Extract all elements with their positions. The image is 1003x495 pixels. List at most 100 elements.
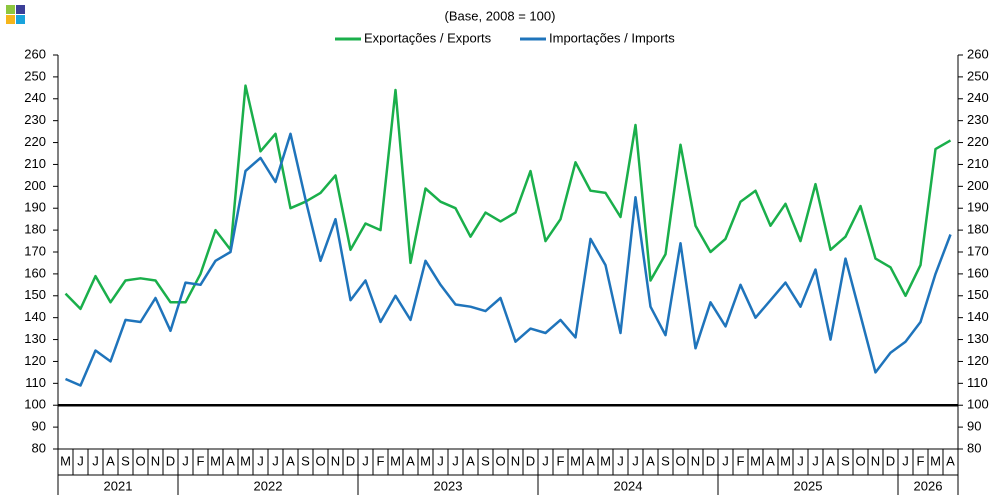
x-tick-label: J <box>617 453 624 468</box>
x-tick-label: M <box>930 453 941 468</box>
series-line <box>65 132 952 387</box>
x-tick-label: F <box>377 453 385 468</box>
x-tick-label: A <box>646 453 655 468</box>
x-tick-label: A <box>406 453 415 468</box>
y-tick-label: 260 <box>24 46 46 61</box>
x-tick-label: D <box>166 453 175 468</box>
x-tick-label: F <box>197 453 205 468</box>
x-tick-label: M <box>390 453 401 468</box>
x-tick-label: J <box>632 453 639 468</box>
x-tick-label: J <box>182 453 189 468</box>
y2-tick-label: 130 <box>967 331 989 346</box>
x-tick-label: M <box>210 453 221 468</box>
x-tick-label: S <box>481 453 490 468</box>
x-tick-label: J <box>452 453 459 468</box>
series-line <box>64 84 952 311</box>
y-tick-label: 200 <box>24 178 46 193</box>
x-tick-label: S <box>661 453 670 468</box>
x-tick-label: M <box>60 453 71 468</box>
x-tick-label: D <box>526 453 535 468</box>
legend-label: Importações / Imports <box>549 30 675 45</box>
x-tick-label: N <box>691 453 700 468</box>
x-tick-label: D <box>346 453 355 468</box>
y2-tick-label: 250 <box>967 68 989 83</box>
y2-tick-label: 230 <box>967 112 989 127</box>
x-tick-label: A <box>106 453 115 468</box>
x-tick-label: A <box>766 453 775 468</box>
year-label: 2024 <box>614 478 643 493</box>
x-tick-label: O <box>135 453 145 468</box>
x-tick-label: O <box>855 453 865 468</box>
x-tick-label: J <box>902 453 909 468</box>
x-tick-label: M <box>600 453 611 468</box>
x-tick-label: O <box>495 453 505 468</box>
x-tick-label: M <box>750 453 761 468</box>
x-tick-label: F <box>737 453 745 468</box>
x-tick-label: M <box>570 453 581 468</box>
y2-tick-label: 170 <box>967 243 989 258</box>
y2-tick-label: 200 <box>967 178 989 193</box>
y2-tick-label: 160 <box>967 265 989 280</box>
x-tick-label: O <box>675 453 685 468</box>
x-tick-label: N <box>511 453 520 468</box>
x-tick-label: A <box>226 453 235 468</box>
y-tick-label: 180 <box>24 222 46 237</box>
legend-label: Exportações / Exports <box>364 30 492 45</box>
x-tick-label: J <box>362 453 369 468</box>
y-tick-label: 80 <box>32 440 46 455</box>
year-label: 2023 <box>434 478 463 493</box>
x-tick-label: J <box>722 453 729 468</box>
y-tick-label: 130 <box>24 331 46 346</box>
y-tick-label: 110 <box>25 375 46 390</box>
x-tick-label: O <box>315 453 325 468</box>
y2-tick-label: 100 <box>967 397 989 412</box>
y2-tick-label: 210 <box>967 156 989 171</box>
x-tick-label: J <box>272 453 279 468</box>
year-label: 2025 <box>794 478 823 493</box>
y2-tick-label: 140 <box>967 309 989 324</box>
x-tick-label: A <box>586 453 595 468</box>
x-tick-label: M <box>780 453 791 468</box>
x-tick-label: S <box>301 453 310 468</box>
y2-tick-label: 260 <box>967 46 989 61</box>
year-label: 2026 <box>914 478 943 493</box>
x-tick-label: F <box>917 453 925 468</box>
x-tick-label: M <box>420 453 431 468</box>
y2-tick-label: 240 <box>967 90 989 105</box>
year-label: 2021 <box>104 478 133 493</box>
x-tick-label: A <box>826 453 835 468</box>
y-tick-label: 230 <box>24 112 46 127</box>
year-label: 2022 <box>254 478 283 493</box>
x-tick-label: N <box>871 453 880 468</box>
y2-tick-label: 110 <box>967 375 988 390</box>
x-tick-label: J <box>257 453 264 468</box>
x-tick-label: J <box>77 453 84 468</box>
x-tick-label: J <box>812 453 819 468</box>
y2-tick-label: 220 <box>967 134 989 149</box>
x-tick-label: A <box>466 453 475 468</box>
logo <box>6 5 25 24</box>
y-tick-label: 220 <box>24 134 46 149</box>
y-tick-label: 90 <box>32 419 46 434</box>
x-tick-label: D <box>706 453 715 468</box>
y-tick-label: 240 <box>24 90 46 105</box>
x-tick-label: S <box>841 453 850 468</box>
y2-tick-label: 180 <box>967 222 989 237</box>
x-tick-label: A <box>946 453 955 468</box>
x-tick-label: J <box>437 453 444 468</box>
x-tick-label: N <box>151 453 160 468</box>
y-tick-label: 190 <box>24 200 46 215</box>
y-tick-label: 170 <box>24 243 46 258</box>
y-tick-label: 120 <box>24 353 46 368</box>
x-tick-label: F <box>557 453 565 468</box>
x-tick-label: J <box>92 453 99 468</box>
y-tick-label: 160 <box>24 265 46 280</box>
x-tick-label: D <box>886 453 895 468</box>
y-tick-label: 250 <box>24 68 46 83</box>
x-tick-label: S <box>121 453 130 468</box>
y2-tick-label: 150 <box>967 287 989 302</box>
y-tick-label: 150 <box>24 287 46 302</box>
y-tick-label: 140 <box>24 309 46 324</box>
x-tick-label: M <box>240 453 251 468</box>
